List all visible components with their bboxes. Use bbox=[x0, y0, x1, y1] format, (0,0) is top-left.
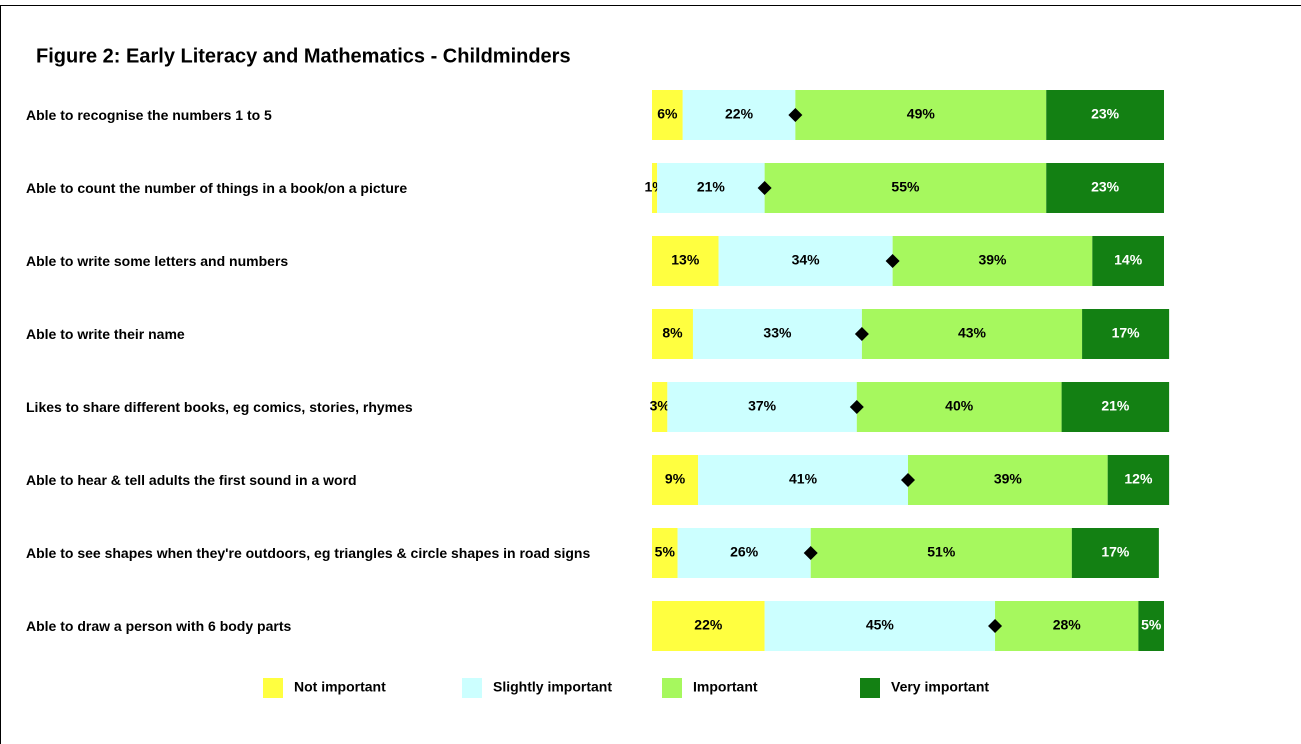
diamond-marker bbox=[854, 327, 869, 341]
legend-label: Important bbox=[693, 679, 758, 695]
value-label: 3% bbox=[650, 398, 671, 414]
diamond-marker bbox=[988, 619, 1003, 633]
value-label: 39% bbox=[978, 252, 1007, 268]
bar-segment bbox=[1138, 601, 1164, 651]
category-label: Able to see shapes when they're outdoors… bbox=[26, 545, 591, 561]
value-label: 8% bbox=[662, 325, 683, 341]
legend-swatch bbox=[860, 678, 880, 698]
value-label: 37% bbox=[748, 398, 777, 414]
value-label: 9% bbox=[665, 471, 686, 487]
bar-segment bbox=[667, 382, 857, 432]
bar-segment bbox=[1092, 236, 1164, 286]
value-label: 17% bbox=[1101, 544, 1130, 560]
diamond-marker bbox=[849, 400, 864, 414]
diamond-marker bbox=[788, 108, 803, 122]
bar-segment bbox=[856, 382, 1062, 432]
value-label: 26% bbox=[730, 544, 759, 560]
diamond-marker bbox=[803, 546, 818, 560]
value-label: 49% bbox=[907, 106, 936, 122]
bar-segment bbox=[652, 90, 683, 140]
bar-segment bbox=[652, 163, 658, 213]
category-label: Able to count the number of things in a … bbox=[26, 180, 408, 196]
bar-segment bbox=[908, 455, 1108, 505]
value-label: 22% bbox=[694, 617, 723, 633]
value-label: 13% bbox=[671, 252, 700, 268]
bar-segment bbox=[682, 90, 796, 140]
value-label: 45% bbox=[866, 617, 895, 633]
value-label: 5% bbox=[655, 544, 676, 560]
bar-segment bbox=[652, 236, 719, 286]
bar-segment bbox=[652, 528, 678, 578]
bar-segment bbox=[1046, 163, 1164, 213]
value-label: 40% bbox=[945, 398, 974, 414]
bar-segment bbox=[1082, 309, 1170, 359]
bar-segment bbox=[718, 236, 893, 286]
value-label: 33% bbox=[763, 325, 792, 341]
value-label: 55% bbox=[891, 179, 920, 195]
legend-swatch bbox=[662, 678, 682, 698]
chart-title: Figure 2: Early Literacy and Mathematics… bbox=[36, 45, 571, 67]
bar-segment bbox=[698, 455, 908, 505]
category-label: Able to write their name bbox=[26, 326, 185, 342]
bar-segment bbox=[1061, 382, 1170, 432]
value-label: 17% bbox=[1112, 325, 1141, 341]
category-label: Likes to share different books, eg comic… bbox=[26, 399, 413, 415]
value-label: 23% bbox=[1091, 179, 1120, 195]
legend-swatch bbox=[462, 678, 482, 698]
bar-segment bbox=[652, 309, 693, 359]
bar-segment bbox=[795, 90, 1047, 140]
value-label: 23% bbox=[1091, 106, 1120, 122]
diamond-marker bbox=[757, 181, 772, 195]
value-label: 28% bbox=[1053, 617, 1082, 633]
value-label: 6% bbox=[657, 106, 678, 122]
bar-segment bbox=[892, 236, 1093, 286]
bar-segment bbox=[657, 163, 765, 213]
category-label: Able to write some letters and numbers bbox=[26, 253, 289, 269]
value-label: 12% bbox=[1124, 471, 1153, 487]
category-label: Able to recognise the numbers 1 to 5 bbox=[26, 107, 272, 123]
legend-label: Very important bbox=[891, 679, 989, 695]
diamond-marker bbox=[901, 473, 915, 487]
value-label: 41% bbox=[789, 471, 818, 487]
bar-segment bbox=[764, 163, 1047, 213]
bar-segment bbox=[995, 601, 1139, 651]
diamond-marker bbox=[885, 254, 900, 268]
bar-segment bbox=[861, 309, 1083, 359]
bar-segment bbox=[1046, 90, 1164, 140]
category-label: Able to draw a person with 6 body parts bbox=[26, 618, 292, 634]
bar-segment bbox=[1071, 528, 1159, 578]
bar-segment bbox=[692, 309, 862, 359]
bar-segment bbox=[652, 455, 699, 505]
bar-segment bbox=[810, 528, 1072, 578]
bar-segment bbox=[677, 528, 811, 578]
value-label: 51% bbox=[927, 544, 956, 560]
value-label: 39% bbox=[994, 471, 1023, 487]
value-label: 14% bbox=[1114, 252, 1143, 268]
bar-segment bbox=[1107, 455, 1170, 505]
category-label: Able to hear & tell adults the first sou… bbox=[26, 472, 357, 488]
bar-segment bbox=[764, 601, 996, 651]
value-label: 5% bbox=[1141, 617, 1162, 633]
legend-swatch bbox=[263, 678, 283, 698]
value-label: 21% bbox=[1101, 398, 1130, 414]
legend-label: Slightly important bbox=[493, 679, 612, 695]
bar-segment bbox=[652, 601, 765, 651]
value-label: 43% bbox=[958, 325, 987, 341]
bar-segment bbox=[652, 382, 668, 432]
value-label: 22% bbox=[725, 106, 754, 122]
legend-label: Not important bbox=[294, 679, 386, 695]
value-label: 21% bbox=[697, 179, 726, 195]
value-label: 34% bbox=[792, 252, 821, 268]
frame bbox=[0, 5, 1301, 744]
